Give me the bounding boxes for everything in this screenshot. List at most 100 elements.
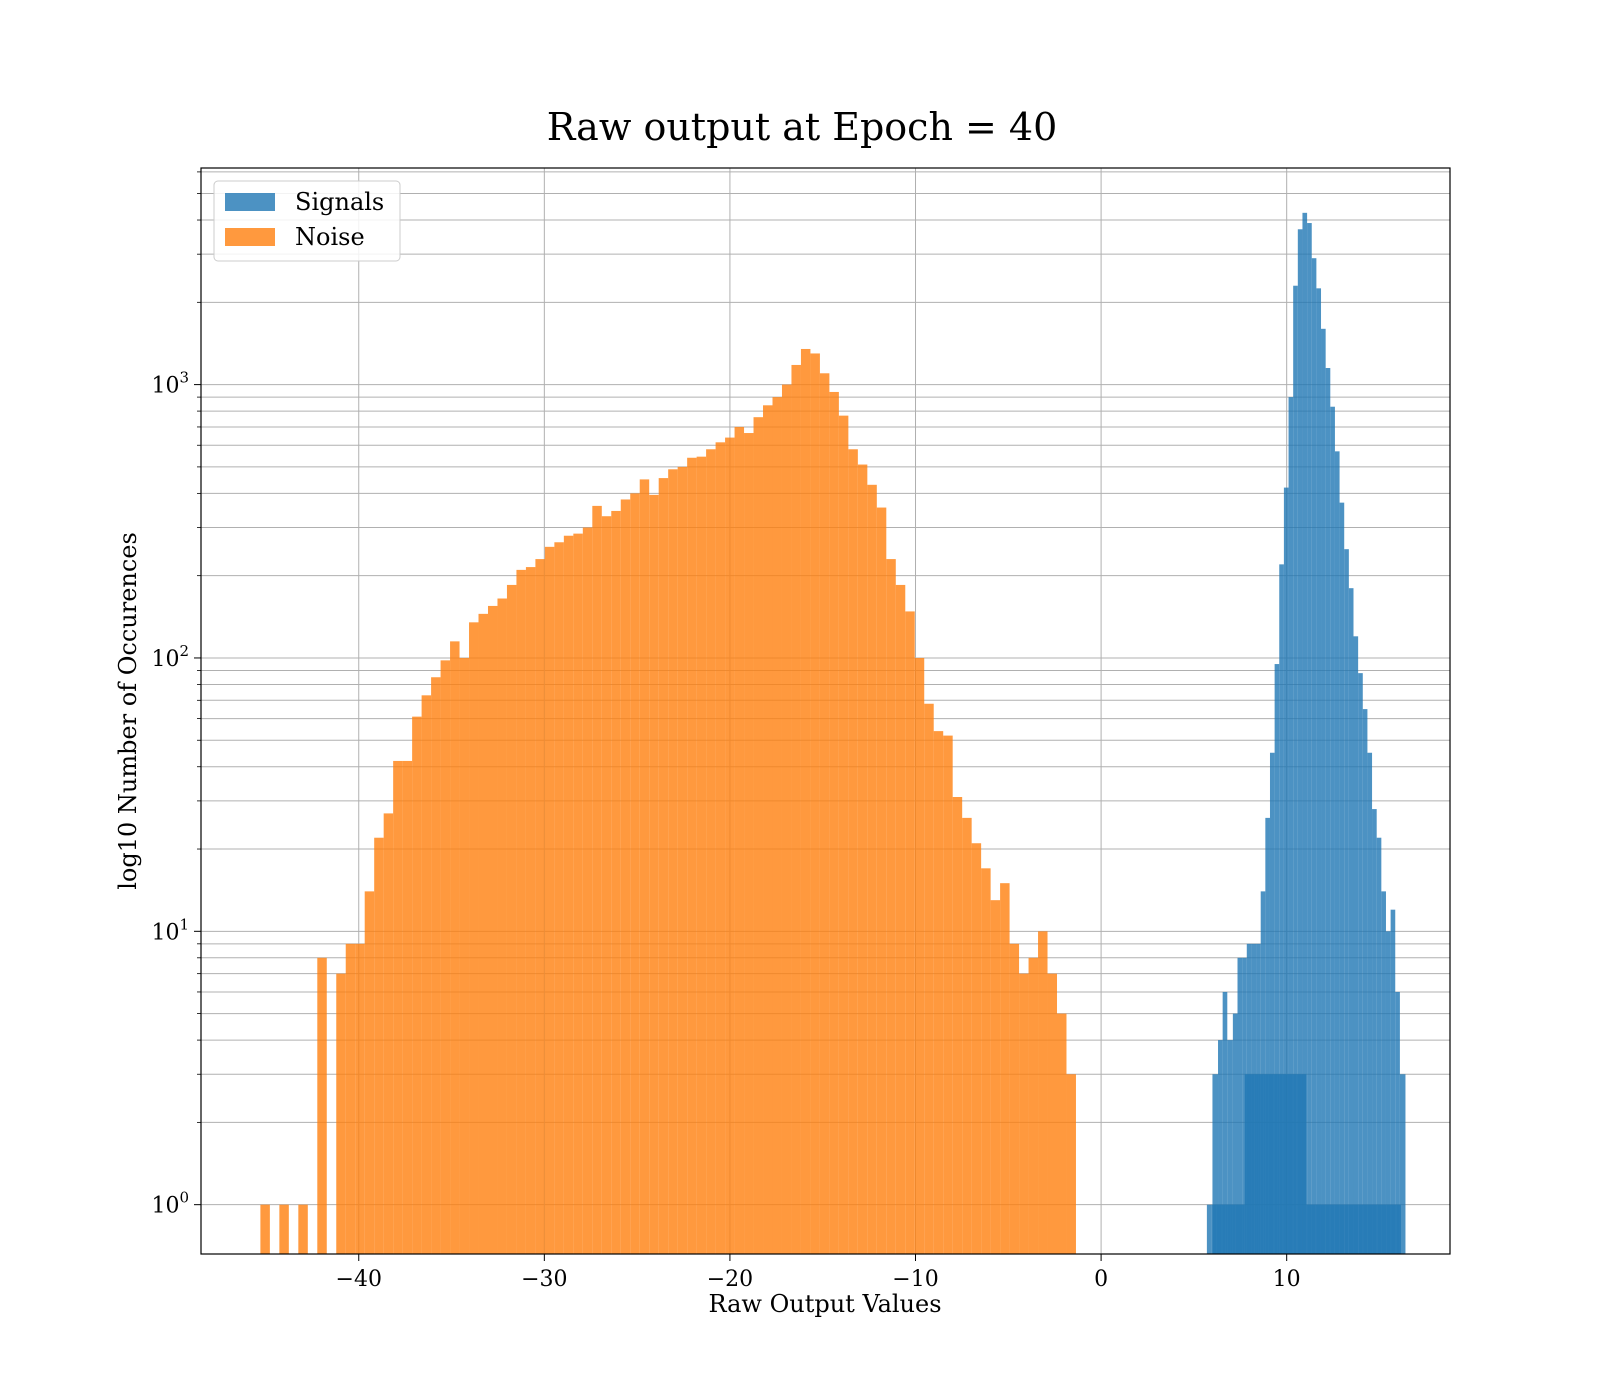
- noise-bar: [800, 348, 811, 1255]
- noise-bar: [440, 660, 451, 1254]
- signals-bar: [1218, 1040, 1223, 1254]
- signals-bar: [1237, 957, 1243, 1254]
- legend-label-noise: Noise: [295, 223, 365, 251]
- noise-bar: [260, 1204, 270, 1254]
- legend: Signals Noise: [213, 180, 401, 262]
- noise-bar: [279, 1204, 289, 1254]
- y-axis-ticks: 100 101 102 103: [151, 171, 201, 1219]
- noise-bar: [753, 417, 764, 1254]
- signals-bar: [1339, 502, 1345, 1254]
- noise-bar: [573, 533, 583, 1254]
- legend-label-signals: Signals: [295, 188, 384, 216]
- signals-bar: [1353, 636, 1359, 1254]
- x-tick-label-2: −20: [707, 1267, 753, 1292]
- signals-bar: [1206, 1204, 1212, 1254]
- noise-bar: [677, 466, 688, 1254]
- signals-bar: [1307, 223, 1312, 1254]
- signals-bar: [1376, 837, 1382, 1254]
- y-tick-label-0: 100: [151, 1189, 189, 1219]
- signals-bar: [1334, 451, 1340, 1254]
- noise-bar: [895, 584, 906, 1254]
- noise-bar: [336, 973, 346, 1254]
- signals-bar: [1344, 549, 1349, 1254]
- x-tick-label-1: −30: [521, 1267, 567, 1292]
- signals-bar: [1288, 397, 1294, 1254]
- noise-bar: [431, 677, 441, 1254]
- noise-bar: [1000, 883, 1010, 1254]
- noise-bar: [829, 391, 839, 1254]
- signals-bar: [1358, 673, 1363, 1254]
- signals-bar: [1246, 943, 1252, 1254]
- plot-frame: [200, 167, 1451, 1255]
- signals-bar: [1232, 1013, 1238, 1254]
- signals-bar: [1372, 809, 1377, 1254]
- noise-bar: [630, 493, 640, 1254]
- noise-bar: [497, 598, 507, 1254]
- noise-bar: [791, 364, 801, 1254]
- signals-bar: [1260, 891, 1266, 1254]
- noise-bar: [905, 611, 915, 1254]
- noise-bar: [706, 449, 716, 1254]
- noise-bar: [412, 716, 422, 1254]
- signals-bar: [1321, 328, 1326, 1254]
- signals-bar: [1302, 212, 1308, 1255]
- signals-bar: [1269, 752, 1275, 1254]
- noise-bar: [933, 731, 944, 1254]
- signals-bar: [1390, 909, 1396, 1254]
- noise-bar: [450, 641, 460, 1254]
- noise-bar: [535, 559, 545, 1254]
- signals-bar: [1265, 817, 1270, 1254]
- noise-bar: [544, 546, 555, 1254]
- noise-bar: [1066, 1074, 1076, 1254]
- noise-bar: [772, 397, 782, 1254]
- noise-bar: [402, 760, 413, 1254]
- noise-bar: [1009, 943, 1020, 1254]
- noise-bar: [981, 868, 991, 1254]
- noise-bar: [364, 891, 375, 1254]
- noise-bar: [914, 657, 925, 1254]
- signals-bar: [1399, 1074, 1406, 1254]
- x-tick-label-4: 0: [1094, 1267, 1108, 1292]
- noise-bar: [563, 535, 574, 1254]
- x-tick-label-5: 10: [1273, 1267, 1301, 1292]
- noise-bar: [601, 516, 612, 1254]
- noise-bar: [592, 505, 602, 1254]
- noise-bar: [506, 584, 517, 1254]
- plot-bars: [260, 212, 1406, 1255]
- signals-bar: [1279, 564, 1284, 1254]
- noise-bar: [867, 484, 877, 1254]
- noise-bar: [620, 499, 631, 1254]
- legend-swatch-signals: [225, 193, 275, 211]
- noise-bar: [1057, 1013, 1067, 1254]
- y-tick-label-2: 102: [151, 642, 189, 672]
- noise-bar: [658, 478, 669, 1255]
- noise-bar: [554, 542, 564, 1254]
- noise-bar: [696, 456, 707, 1255]
- noise-bar: [469, 622, 479, 1254]
- noise-bar: [393, 760, 403, 1254]
- signals-bar: [1274, 664, 1280, 1254]
- signals-bar: [1362, 709, 1368, 1254]
- noise-bar: [971, 843, 982, 1254]
- y-tick-label-3: 103: [151, 369, 189, 399]
- noise-bar: [478, 613, 488, 1254]
- signals-bar: [1330, 406, 1335, 1255]
- signals-bar: [1256, 943, 1261, 1254]
- noise-bar: [781, 384, 792, 1254]
- signals-bar: [1367, 752, 1373, 1254]
- noise-bar: [487, 605, 498, 1254]
- x-axis-ticks: −40 −30 −20 −10 0 10: [336, 1254, 1301, 1292]
- noise-bar: [1038, 931, 1048, 1254]
- noise-bar: [1047, 973, 1058, 1254]
- signals-bar: [1283, 487, 1289, 1255]
- signals-bar: [1316, 288, 1322, 1254]
- signals-bar: [1227, 1040, 1233, 1254]
- y-tick-label-1: 101: [151, 915, 189, 945]
- noise-bar: [516, 569, 526, 1254]
- noise-bar: [1019, 973, 1029, 1254]
- noise-bar: [962, 817, 972, 1254]
- signals-bar: [1325, 368, 1331, 1254]
- noise-bar: [744, 433, 754, 1254]
- signals-bar: [1385, 931, 1391, 1254]
- signals-bar: [1297, 229, 1303, 1254]
